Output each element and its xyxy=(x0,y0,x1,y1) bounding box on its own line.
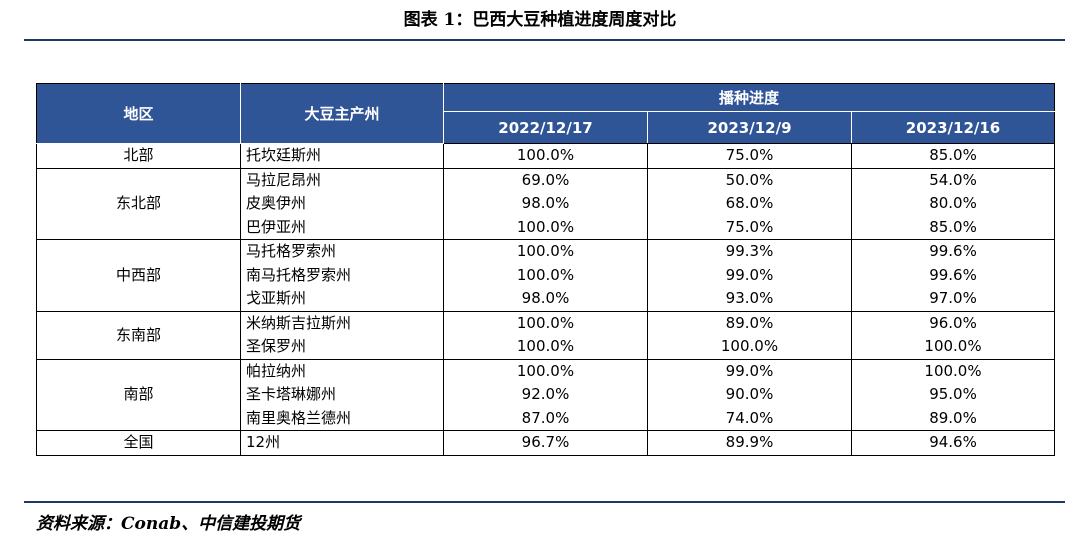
table-row: 南马托格罗索州 100.0% 99.0% 99.6% xyxy=(37,263,1056,287)
progress-value-cell: 99.6% xyxy=(850,239,1056,264)
header-region: 地区 xyxy=(36,83,241,144)
progress-value-cell: 85.0% xyxy=(850,215,1056,240)
progress-value-cell: 98.0% xyxy=(443,192,648,216)
province-cell: 帕拉纳州 xyxy=(240,358,444,383)
table-body: 北部 托坎廷斯州 100.0% 75.0% 85.0% 东北部 马拉尼昂州 69.0% 50.0… xyxy=(36,143,1056,456)
bottom-rule xyxy=(24,501,1065,503)
progress-value-cell: 100.0% xyxy=(443,215,648,240)
progress-value-cell: 89.9% xyxy=(647,430,852,456)
province-cell: 托坎廷斯州 xyxy=(240,143,444,168)
province-cell: 戈亚斯州 xyxy=(240,287,444,311)
progress-value-cell: 97.0% xyxy=(850,287,1056,311)
progress-value-cell: 95.0% xyxy=(850,383,1056,407)
progress-value-cell: 99.3% xyxy=(647,239,852,264)
progress-value-cell: 85.0% xyxy=(850,143,1056,168)
province-cell: 巴伊亚州 xyxy=(240,215,444,240)
region-cell: 全国 xyxy=(36,430,241,456)
province-cell: 皮奥伊州 xyxy=(240,192,444,216)
progress-value-cell: 100.0% xyxy=(443,239,648,264)
province-cell: 圣保罗州 xyxy=(240,335,444,359)
progress-value-cell: 92.0% xyxy=(443,383,648,407)
progress-value-cell: 93.0% xyxy=(647,287,852,311)
source-note: 资料来源：Conab、中信建投期货 xyxy=(36,514,301,534)
table-row: 巴伊亚州 100.0% 75.0% 85.0% xyxy=(37,215,1056,240)
province-cell: 12州 xyxy=(240,430,444,456)
region-cell: 中西部 xyxy=(36,239,241,312)
header-date: 2023/12/9 xyxy=(647,111,852,144)
progress-value-cell: 75.0% xyxy=(647,215,852,240)
progress-value-cell: 100.0% xyxy=(850,335,1056,359)
province-cell: 南里奥格兰德州 xyxy=(240,406,444,431)
province-cell: 马托格罗索州 xyxy=(240,239,444,264)
figure-title: 图表 1：巴西大豆种植进度周度对比 xyxy=(403,10,677,30)
province-cell: 圣卡塔琳娜州 xyxy=(240,383,444,407)
table-row: 东南部 米纳斯吉拉斯州 100.0% 89.0% 96.0% xyxy=(36,310,1056,360)
header-province: 大豆主产州 xyxy=(240,83,444,144)
progress-value-cell: 100.0% xyxy=(443,310,648,335)
table-row: 全国 12州 96.7% 89.9% 94.6% xyxy=(36,430,1056,456)
progress-value-cell: 69.0% xyxy=(443,167,648,192)
soybean-planting-progress-table: 地区 大豆主产州 播种进度 2022/12/17 2023/12/9 2023/… xyxy=(36,83,1056,456)
table-row: 南部 帕拉纳州 100.0% 99.0% 100.0% xyxy=(36,358,1056,431)
header-date: 2023/12/16 xyxy=(850,111,1056,144)
progress-value-cell: 96.0% xyxy=(850,310,1056,335)
progress-value-cell: 89.0% xyxy=(647,310,852,335)
progress-value-cell: 100.0% xyxy=(443,335,648,359)
progress-value-cell: 87.0% xyxy=(443,406,648,431)
progress-value-cell: 94.6% xyxy=(850,430,1056,456)
progress-value-cell: 68.0% xyxy=(647,192,852,216)
progress-value-cell: 96.7% xyxy=(443,430,648,456)
table-row: 中西部 马托格罗索州 100.0% 99.3% 99.6% xyxy=(36,239,1056,312)
region-cell: 东北部 xyxy=(36,167,241,240)
table-row: 圣保罗州 100.0% 100.0% 100.0% xyxy=(37,335,1056,359)
table-row: 东北部 马拉尼昂州 69.0% 50.0% 54.0% xyxy=(36,167,1056,240)
progress-value-cell: 100.0% xyxy=(443,358,648,383)
progress-value-cell: 99.0% xyxy=(647,263,852,287)
progress-value-cell: 100.0% xyxy=(850,358,1056,383)
table-row: 戈亚斯州 98.0% 93.0% 97.0% xyxy=(37,287,1056,311)
progress-value-cell: 90.0% xyxy=(647,383,852,407)
progress-value-cell: 80.0% xyxy=(850,192,1056,216)
province-cell: 米纳斯吉拉斯州 xyxy=(240,310,444,335)
top-rule xyxy=(24,39,1065,41)
table-header: 地区 大豆主产州 播种进度 2022/12/17 2023/12/9 2023/… xyxy=(36,83,1056,144)
progress-value-cell: 75.0% xyxy=(647,143,852,168)
progress-value-cell: 54.0% xyxy=(850,167,1056,192)
region-cell: 南部 xyxy=(36,358,241,431)
progress-value-cell: 89.0% xyxy=(850,406,1056,431)
table-row: 圣卡塔琳娜州 92.0% 90.0% 95.0% xyxy=(37,383,1056,407)
progress-value-cell: 99.0% xyxy=(647,358,852,383)
region-cell: 东南部 xyxy=(36,310,241,360)
progress-value-cell: 100.0% xyxy=(443,263,648,287)
region-cell: 北部 xyxy=(36,143,241,169)
table-row: 北部 托坎廷斯州 100.0% 75.0% 85.0% xyxy=(36,143,1056,169)
table-row: 南里奥格兰德州 87.0% 74.0% 89.0% xyxy=(37,406,1056,431)
province-cell: 南马托格罗索州 xyxy=(240,263,444,287)
header-progress: 播种进度 xyxy=(442,83,1056,112)
progress-value-cell: 100.0% xyxy=(443,143,648,168)
table-row: 皮奥伊州 98.0% 68.0% 80.0% xyxy=(37,192,1056,216)
progress-value-cell: 50.0% xyxy=(647,167,852,192)
progress-value-cell: 74.0% xyxy=(647,406,852,431)
progress-value-cell: 100.0% xyxy=(647,335,852,359)
province-cell: 马拉尼昂州 xyxy=(240,167,444,192)
progress-value-cell: 98.0% xyxy=(443,287,648,311)
progress-value-cell: 99.6% xyxy=(850,263,1056,287)
header-date: 2022/12/17 xyxy=(443,111,648,144)
